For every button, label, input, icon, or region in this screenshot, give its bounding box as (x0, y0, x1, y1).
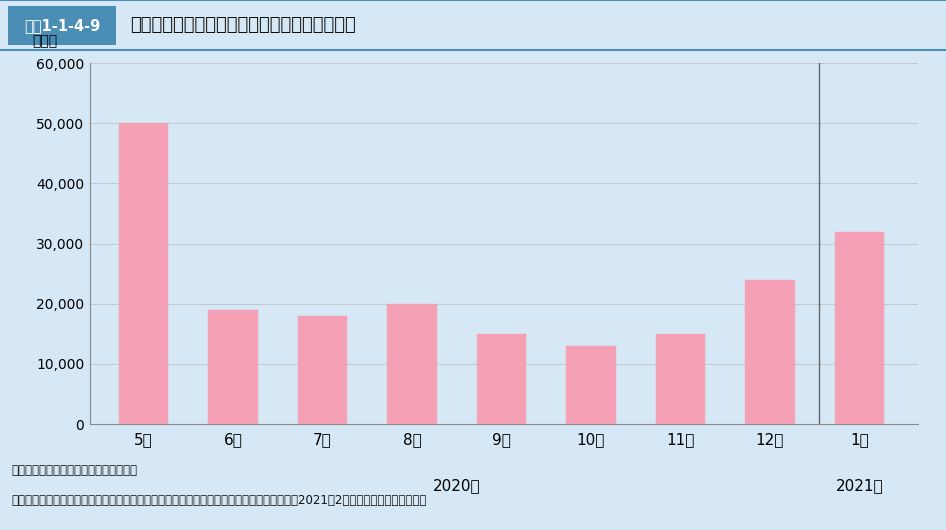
Text: 図表1-1-4-9: 図表1-1-4-9 (24, 17, 100, 33)
Text: （注）「薬局における薬剤交付支援事業」において報告を受けた実施件数を集計したもの（2021年2月末までの報告分を集計）: （注）「薬局における薬剤交付支援事業」において報告を受けた実施件数を集計したもの… (11, 494, 427, 507)
Text: 電話・情報通信機器による服薬指導の実施件数: 電話・情報通信機器による服薬指導の実施件数 (131, 16, 357, 34)
Text: （件）: （件） (32, 34, 57, 49)
Bar (745, 280, 795, 424)
Bar (208, 310, 257, 424)
Bar (567, 346, 616, 424)
FancyBboxPatch shape (8, 5, 116, 45)
Bar (834, 232, 885, 424)
Bar (119, 123, 168, 424)
Text: 2021年: 2021年 (835, 478, 884, 493)
Bar (388, 304, 437, 424)
Text: 資料：厚生労働省医薬・生活衛生局調べ: 資料：厚生労働省医薬・生活衛生局調べ (11, 464, 137, 477)
Bar (656, 334, 705, 424)
Text: 2020年: 2020年 (433, 478, 481, 493)
Bar (477, 334, 526, 424)
Bar (298, 316, 347, 424)
